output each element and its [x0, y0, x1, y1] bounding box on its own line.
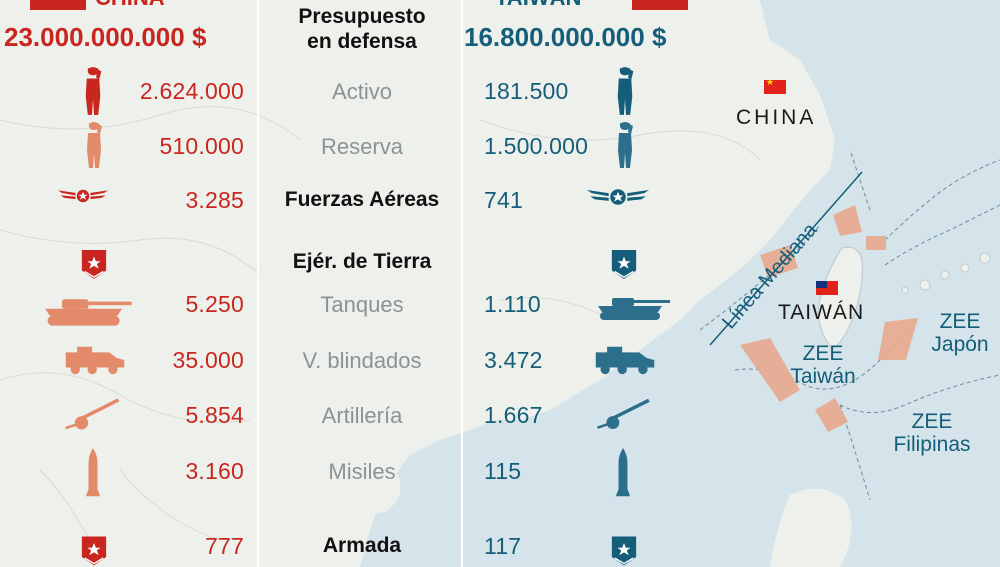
- army-badge-icon: [610, 248, 638, 285]
- missile-icon: [614, 448, 632, 503]
- zee-japan-label: ZEE Japón: [920, 310, 1000, 356]
- navy-badge-icon: [80, 534, 108, 567]
- category-label: Fuerzas Aéreas: [284, 188, 440, 211]
- category-label: Activo: [332, 79, 392, 104]
- zone-north: [833, 205, 862, 236]
- zee-philippines-label: ZEE Filipinas: [880, 410, 984, 456]
- category-label: Tanques: [320, 292, 404, 317]
- taiwan-value: 3.472: [484, 347, 543, 373]
- china-value: 5.250: [185, 291, 244, 317]
- navy-badge-icon: [610, 534, 638, 567]
- taiwan-value: 1.110: [484, 291, 541, 317]
- taiwan-title-partial: TAIWÁN: [495, 0, 581, 11]
- china-flag-top: [30, 0, 86, 10]
- china-title-partial: CHINA: [95, 0, 165, 11]
- army-badge-icon: [80, 248, 108, 285]
- budget-category-label: Presupuesto en defensa: [262, 4, 462, 54]
- soldier-saluting-icon: [82, 65, 104, 122]
- taiwan-value: 115: [484, 458, 522, 484]
- flag-star-icon: ★: [766, 77, 775, 87]
- category-label: Reserva: [321, 134, 403, 159]
- map-label-taiwan: TAIWÁN: [778, 301, 865, 324]
- taiwan-value: 1.500.000: [484, 133, 589, 159]
- china-value: 3.285: [185, 187, 244, 213]
- philippines-land: [770, 488, 852, 567]
- china-map-flag: ★: [764, 77, 786, 94]
- zee-japan-line2: Japón: [931, 333, 989, 357]
- category-label: V. blindados: [302, 348, 422, 373]
- china-value: 510.000: [159, 133, 244, 159]
- hainan-island: [330, 462, 401, 515]
- zone-west: [760, 245, 798, 278]
- taiwan-map-flag: [816, 281, 838, 295]
- zee-japan-line1: ZEE: [939, 310, 981, 333]
- taiwan-flag-top: [632, 0, 688, 10]
- zone-southwest: [740, 338, 800, 402]
- tank-icon: [592, 292, 672, 327]
- category-label: Armada: [322, 534, 402, 557]
- china-value: 5.854: [185, 402, 244, 428]
- china-value: 2.624.000: [139, 78, 244, 104]
- missile-icon: [84, 448, 102, 503]
- taiwan-budget-value: 16.800.000.000 $: [464, 22, 667, 52]
- soldier-saluting-icon: [614, 65, 636, 122]
- zee-taiwan-line2: Taiwán: [790, 365, 856, 389]
- category-label: Artillería: [321, 403, 403, 428]
- china-value: 35.000: [172, 347, 244, 373]
- zee-philippines-line2: Filipinas: [893, 433, 971, 457]
- budget-label-line1: Presupuesto: [298, 5, 426, 28]
- taiwan-value: 741: [484, 187, 523, 213]
- zone-east: [878, 318, 918, 360]
- reserve-soldier-icon: [84, 120, 104, 175]
- reserve-soldier-icon: [614, 120, 636, 175]
- category-label: Ejér. de Tierra: [292, 250, 432, 273]
- zee-taiwan-line1: ZEE: [802, 342, 844, 365]
- budget-label-line2: en defensa: [307, 30, 417, 54]
- zone-south: [815, 398, 848, 432]
- category-label: Misiles: [328, 459, 396, 484]
- armored-vehicle-icon: [592, 342, 658, 381]
- china-value: 3.160: [185, 458, 244, 484]
- china-budget-value: 23.000.000.000 $: [4, 22, 207, 52]
- air-force-wings-icon: [587, 184, 649, 215]
- air-force-wings-icon: [58, 184, 108, 213]
- china-value: 777: [205, 533, 244, 559]
- taiwan-value: 1.667: [484, 402, 543, 428]
- median-line: [709, 171, 863, 346]
- taiwan-value: 181.500: [484, 78, 569, 104]
- tank-icon: [32, 292, 140, 333]
- armored-vehicle-icon: [62, 342, 128, 381]
- map-label-china: CHINA: [736, 106, 817, 129]
- taiwan-value: 117: [484, 533, 522, 559]
- zee-taiwan-label: ZEE Taiwán: [783, 342, 863, 388]
- taiwan-island: [817, 246, 863, 349]
- artillery-gun-icon: [594, 390, 654, 443]
- artillery-gun-icon: [62, 392, 124, 441]
- zee-philippines-line1: ZEE: [911, 410, 953, 433]
- zone-northeast: [866, 236, 886, 250]
